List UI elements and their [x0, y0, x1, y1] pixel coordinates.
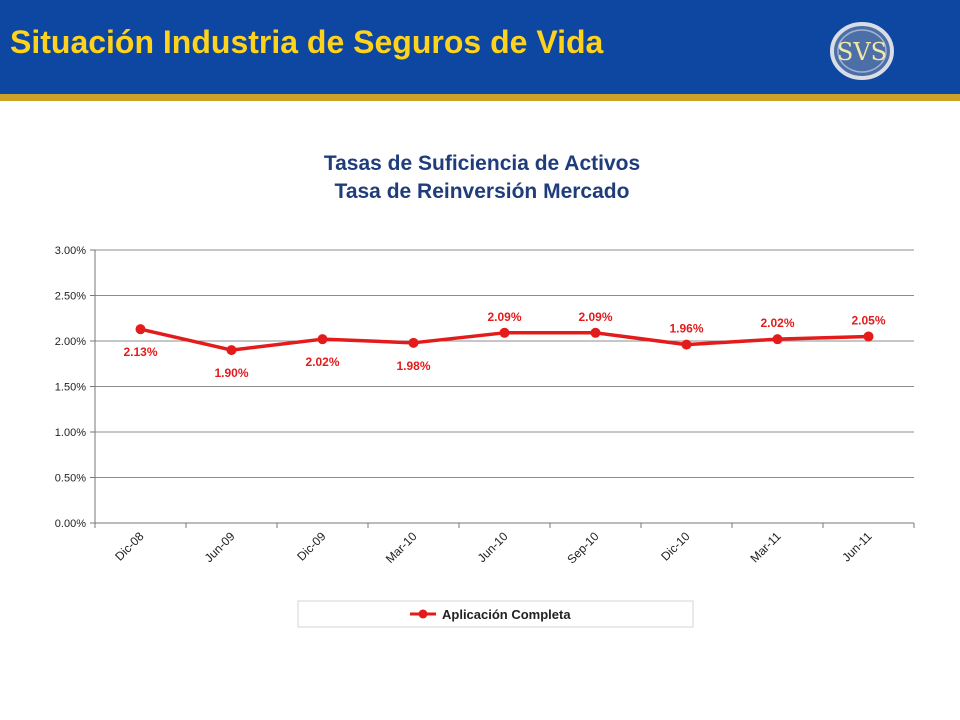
data-label: 2.05% [851, 313, 885, 327]
y-tick-label: 2.00% [55, 336, 86, 348]
data-point [681, 339, 692, 350]
data-label: 2.02% [760, 316, 794, 330]
data-point [317, 334, 328, 345]
x-tick-label: Jun-11 [839, 529, 874, 564]
x-tick-label: Dic-08 [112, 529, 147, 564]
y-tick-label: 1.50% [55, 382, 86, 394]
data-label: 2.09% [578, 310, 612, 324]
x-tick-label: Mar-11 [747, 529, 783, 565]
x-tick-label: Sep-10 [564, 529, 601, 566]
header-bar [0, 0, 960, 96]
logo-text: SVS [837, 38, 887, 66]
data-point [226, 345, 237, 356]
y-tick-label: 0.00% [55, 518, 86, 530]
data-label: 2.02% [305, 355, 339, 369]
data-point [135, 324, 146, 335]
chart-subtitle: Tasa de Reinversión Mercado [335, 180, 630, 203]
page-title: Situación Industria de Seguros de Vida [10, 24, 604, 60]
data-label: 1.96% [669, 322, 703, 336]
data-label: 1.90% [214, 366, 248, 380]
data-point [499, 327, 510, 338]
x-tick-label: Dic-10 [658, 529, 693, 564]
legend-box [297, 600, 694, 628]
data-point [772, 334, 783, 345]
x-tick-label: Jun-09 [202, 529, 238, 565]
data-point [408, 337, 419, 348]
legend-marker [418, 609, 428, 619]
y-tick-label: 0.50% [55, 473, 86, 485]
y-tick-label: 2.50% [55, 291, 86, 303]
data-label: 2.09% [487, 310, 521, 324]
header-stripe [0, 94, 960, 101]
data-point [863, 331, 874, 342]
data-label: 1.98% [396, 359, 430, 373]
legend-label: Aplicación Completa [442, 607, 571, 622]
x-tick-label: Jun-10 [475, 529, 511, 565]
data-point [590, 327, 601, 338]
y-tick-label: 1.00% [55, 427, 86, 439]
svs-logo: SVS [830, 22, 894, 80]
x-tick-label: Mar-10 [383, 529, 420, 566]
chart-title: Tasas de Suficiencia de Activos [324, 152, 640, 175]
x-tick-label: Dic-09 [294, 529, 329, 564]
y-tick-label: 3.00% [55, 245, 86, 257]
data-label: 2.13% [123, 345, 157, 359]
